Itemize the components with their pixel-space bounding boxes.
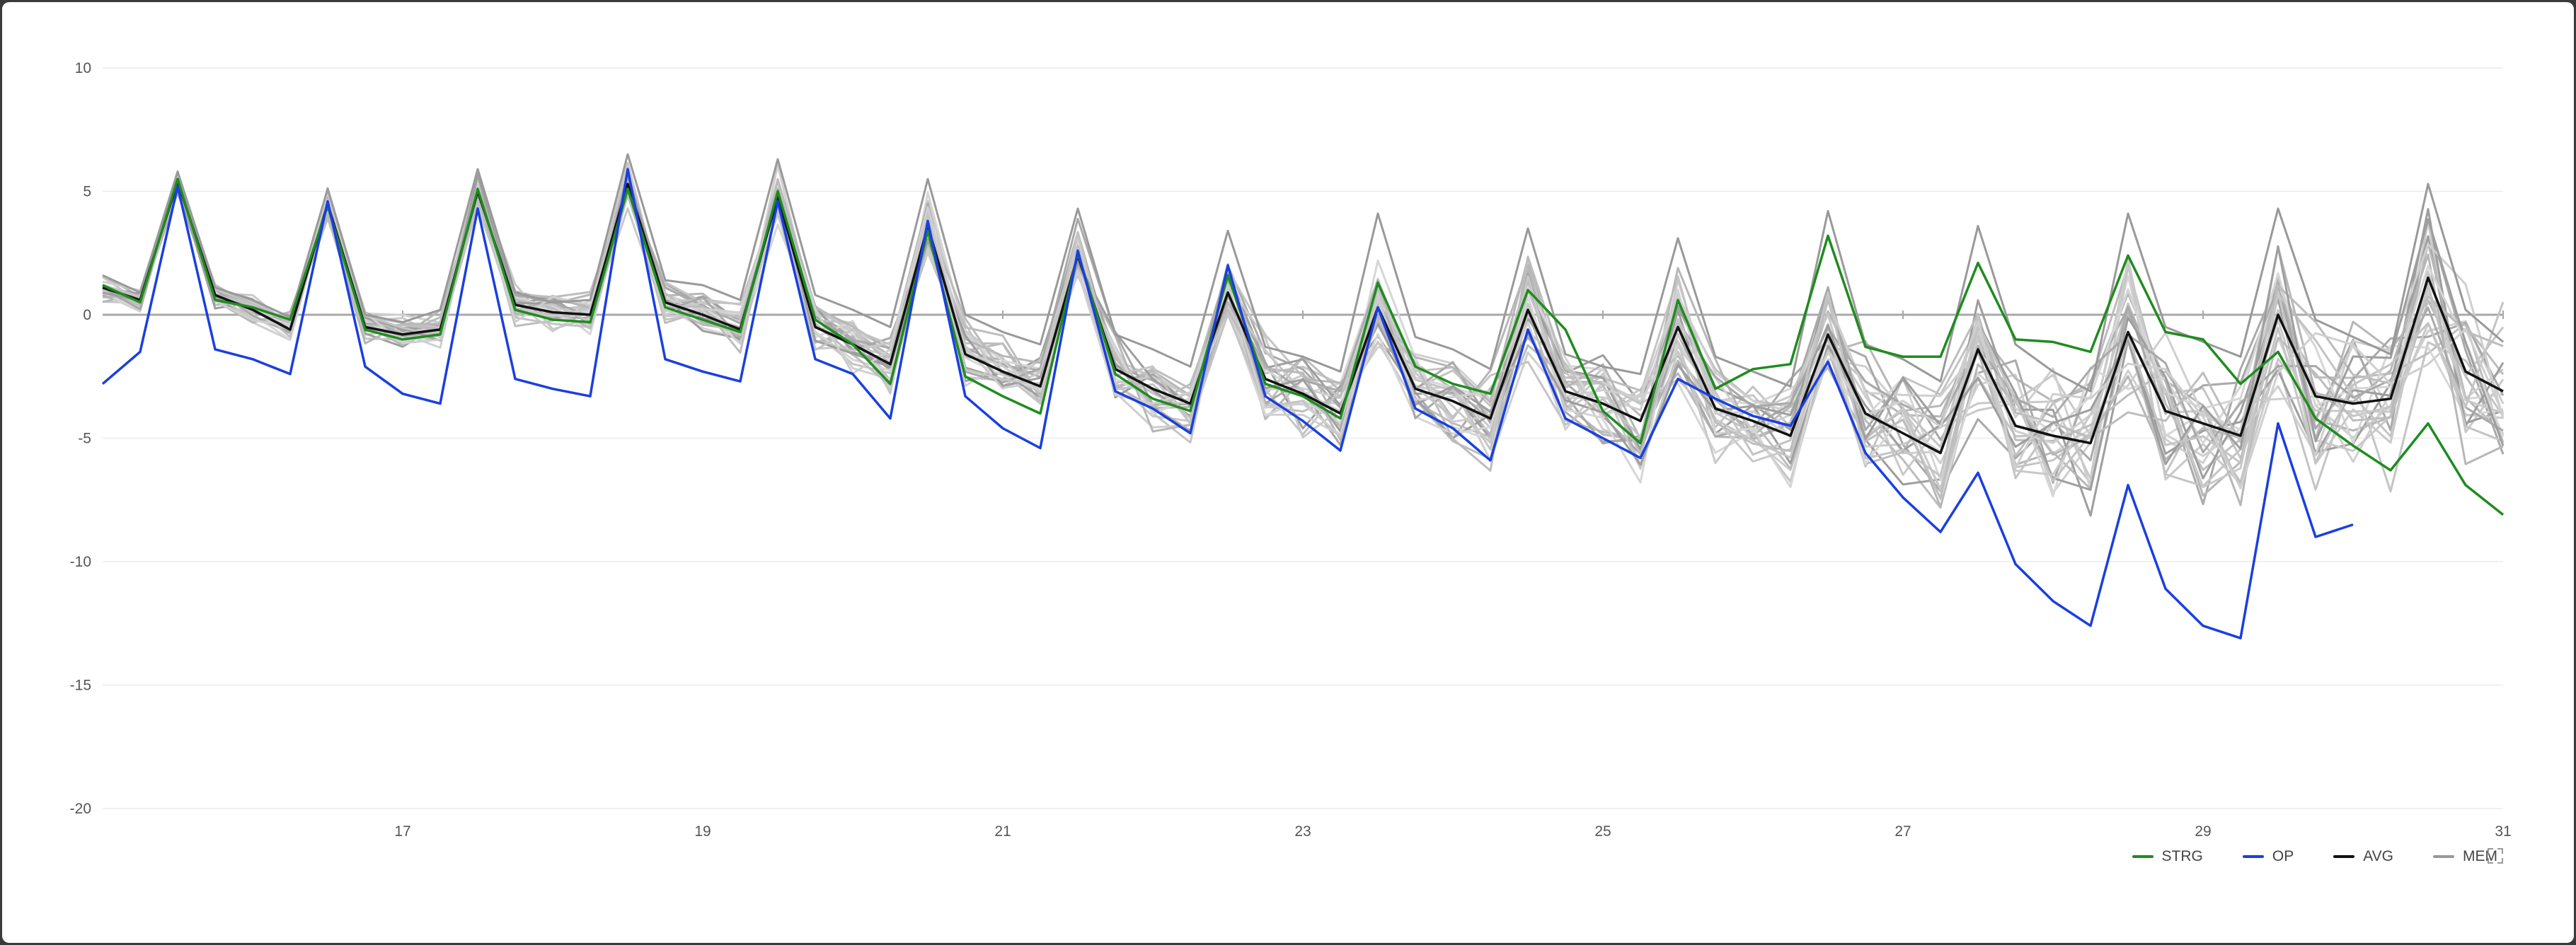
- x-tick-label: 27: [1894, 823, 1911, 840]
- chart-legend: STRG OP AVG MEM: [2132, 848, 2497, 865]
- y-tick-label: -20: [70, 801, 91, 817]
- y-tick-label: -5: [78, 431, 91, 447]
- y-tick-label: 0: [83, 307, 91, 323]
- legend-swatch-op: [2242, 855, 2264, 858]
- legend-label-op: OP: [2272, 848, 2294, 864]
- legend-swatch-avg: [2333, 855, 2355, 858]
- series-line-mem: [102, 153, 2504, 393]
- legend-item-strg[interactable]: STRG: [2132, 848, 2203, 865]
- member-series-line: [102, 176, 2505, 489]
- x-tick-label: 31: [2495, 823, 2511, 840]
- legend-item-op[interactable]: OP: [2242, 848, 2294, 865]
- x-tick-label: 29: [2195, 823, 2211, 840]
- series-line-strg: [102, 178, 2505, 516]
- expand-icon[interactable]: [2488, 848, 2503, 864]
- y-tick-label: -15: [70, 678, 91, 694]
- legend-swatch-mem: [2433, 855, 2454, 858]
- legend-label-strg: STRG: [2161, 848, 2203, 864]
- x-tick-label: 17: [394, 823, 410, 840]
- y-tick-label: -10: [70, 554, 91, 570]
- x-tick-label: 21: [994, 823, 1011, 840]
- legend-swatch-strg: [2132, 855, 2154, 858]
- y-tick-label: 10: [75, 60, 91, 76]
- x-tick-label: 19: [694, 823, 711, 840]
- y-tick-label: 5: [83, 184, 91, 200]
- legend-item-avg[interactable]: AVG: [2333, 848, 2393, 865]
- legend-label-avg: AVG: [2363, 848, 2393, 864]
- series-line-op: [101, 168, 2354, 639]
- x-tick-label: 25: [1594, 823, 1611, 840]
- x-tick-label: 23: [1294, 823, 1311, 840]
